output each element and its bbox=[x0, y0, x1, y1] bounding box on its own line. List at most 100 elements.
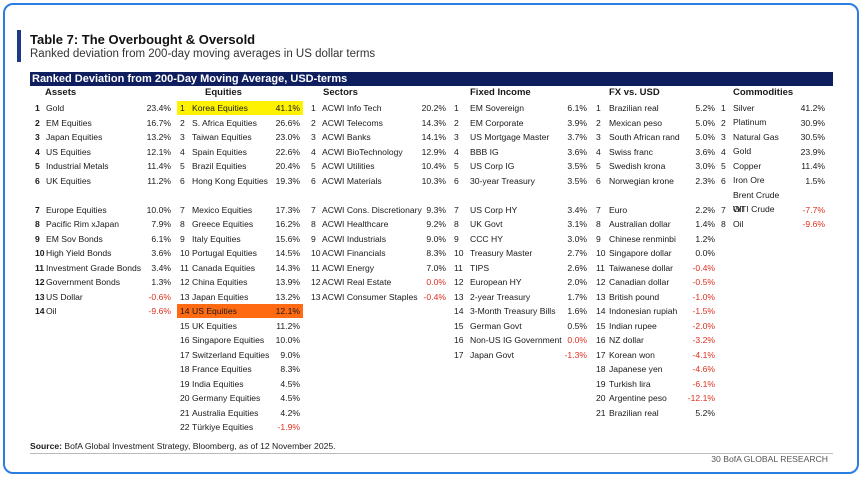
table-row: 14 Indonesian rupiah -1.5% bbox=[0, 305, 868, 318]
subtitle: Ranked deviation from 200-day moving ave… bbox=[30, 48, 376, 60]
table-row: 19 India Equities 4.5% bbox=[0, 378, 868, 391]
brand: BofA GLOBAL RESEARCH bbox=[723, 454, 828, 464]
row-name: US Mortgage Master bbox=[470, 132, 550, 142]
rank: 2 bbox=[180, 117, 185, 128]
row-name: Indian rupee bbox=[609, 320, 657, 331]
row-name: 2-year Treasury bbox=[470, 291, 531, 302]
row-name: UK Equities bbox=[46, 175, 91, 186]
rank: 11 bbox=[35, 262, 45, 273]
row-name: Canadian dollar bbox=[609, 277, 670, 287]
row-name: Portugal Equities bbox=[192, 248, 257, 258]
rank: 10 bbox=[454, 248, 464, 258]
row-name: High Yield Bonds bbox=[46, 248, 112, 258]
table-row: 8 Australian dollar 1.4% bbox=[0, 218, 868, 231]
row-value: -3.2% bbox=[692, 335, 715, 345]
table-row: 16 Non-US IG Government 0.0% bbox=[0, 334, 868, 347]
table-row: 6 Hong Kong Equities 19.3% bbox=[0, 175, 868, 188]
rank: 8 bbox=[35, 219, 40, 229]
row-name: Japan Equities bbox=[46, 132, 103, 142]
table-row: 2 ACWI Telecoms 14.3% bbox=[0, 117, 868, 130]
rank: 10 bbox=[311, 248, 321, 258]
row-value: -4.1% bbox=[692, 349, 715, 360]
row-name: Swiss franc bbox=[609, 146, 653, 157]
row-name: 30-year Treasury bbox=[470, 175, 535, 186]
table-row: 5 Brazil Equities 20.4% bbox=[0, 160, 868, 173]
rank: 15 bbox=[180, 320, 190, 331]
table-row: 1 Brazilian real 5.2% bbox=[0, 102, 868, 115]
table-row: 17 Switzerland Equities 9.0% bbox=[0, 349, 868, 362]
row-value: 5.0% bbox=[695, 117, 715, 128]
table-row: 4 BBB IG 3.6% bbox=[0, 146, 868, 159]
row-value: 11.2% bbox=[276, 320, 300, 331]
rank: 6 bbox=[311, 175, 316, 186]
row-name: EM Sov Bonds bbox=[46, 233, 103, 244]
table-row: 2 EM Equities 16.7% bbox=[0, 117, 868, 130]
table-row: 15 Indian rupee -2.0% bbox=[0, 320, 868, 333]
row-name: ACWI Info Tech bbox=[322, 103, 382, 113]
row-value: 10.3% bbox=[421, 175, 446, 186]
rank: 12 bbox=[596, 277, 606, 287]
table-row: 1 EM Sovereign 6.1% bbox=[0, 102, 868, 115]
rank: 6 bbox=[35, 175, 40, 186]
row-name: ACWI Financials bbox=[322, 248, 386, 258]
table-row: 9 Chinese renminbi 1.2% bbox=[0, 233, 868, 246]
row-name: Oil bbox=[46, 306, 57, 316]
row-name: Spain Equities bbox=[192, 146, 247, 157]
row-name: British pound bbox=[609, 291, 660, 302]
row-name: China Equities bbox=[192, 277, 248, 287]
table-row: 3 US Mortgage Master 3.7% bbox=[0, 131, 868, 144]
table-row: 15 UK Equities 11.2% bbox=[0, 320, 868, 333]
rank: 5 bbox=[721, 161, 726, 171]
row-value: -0.6% bbox=[148, 291, 171, 302]
rank: 6 bbox=[721, 175, 726, 186]
rank: 8 bbox=[311, 219, 316, 229]
rank: 2 bbox=[721, 117, 726, 128]
row-name: Switzerland Equities bbox=[192, 349, 270, 360]
table-row: 11 Taiwanese dollar -0.4% bbox=[0, 262, 868, 275]
row-name: Brazilian real bbox=[609, 407, 659, 418]
row-name: Japan Govt bbox=[470, 349, 514, 360]
row-value: -6.1% bbox=[692, 378, 715, 389]
row-name: CCC HY bbox=[470, 233, 503, 244]
rank: 9 bbox=[35, 233, 40, 244]
table-row: 8 UK Govt 3.1% bbox=[0, 218, 868, 231]
table-row: 1 Korea Equities 41.1% bbox=[0, 101, 868, 115]
row-name: France Equities bbox=[192, 364, 252, 374]
row-name: Australia Equities bbox=[192, 407, 259, 418]
row-name: Japan Equities bbox=[192, 291, 249, 302]
row-value: 7.0% bbox=[426, 262, 446, 273]
table-row: 3 Natural Gas 30.5% bbox=[0, 131, 868, 144]
row-value: 1.4% bbox=[695, 219, 715, 229]
rank: 17 bbox=[180, 349, 190, 360]
rank: 4 bbox=[454, 146, 459, 157]
rank: 6 bbox=[596, 175, 601, 186]
rank: 7 bbox=[311, 204, 316, 215]
row-value: 30.5% bbox=[800, 132, 825, 142]
row-name: Brazil Equities bbox=[192, 161, 247, 171]
rank: 17 bbox=[596, 349, 606, 360]
row-name: ACWI Industrials bbox=[322, 233, 386, 244]
table-row: 11 ACWI Energy 7.0% bbox=[0, 262, 868, 275]
rank: 11 bbox=[596, 262, 605, 273]
accent-bar bbox=[17, 30, 21, 62]
row-name: Pacific Rim xJapan bbox=[46, 219, 120, 229]
table-row: 7 ACWI Cons. Discretionary 9.3% bbox=[0, 204, 868, 217]
row-value: 8.3% bbox=[280, 364, 300, 374]
column-heading: Assets bbox=[45, 87, 77, 98]
table-row: 13 ACWI Consumer Staples -0.4% bbox=[0, 291, 868, 304]
rank: 13 bbox=[596, 291, 606, 302]
row-value: -1.3% bbox=[564, 349, 587, 360]
table-row: 12 European HY 2.0% bbox=[0, 276, 868, 289]
row-name: Brent Crude Oil bbox=[733, 189, 780, 215]
table-row: 4 Swiss franc 3.6% bbox=[0, 146, 868, 159]
row-value: 14.3% bbox=[275, 262, 300, 273]
row-value: 4.5% bbox=[280, 378, 300, 389]
table-row: 2 EM Corporate 3.9% bbox=[0, 117, 868, 130]
rank: 3 bbox=[311, 132, 316, 142]
table-row: 4 Spain Equities 22.6% bbox=[0, 146, 868, 159]
row-value: -9.6% bbox=[148, 306, 171, 316]
row-name: Treasury Master bbox=[470, 248, 533, 258]
row-value: 30.9% bbox=[800, 117, 825, 128]
rank: 4 bbox=[311, 146, 316, 157]
row-value: 12.1% bbox=[146, 146, 171, 157]
